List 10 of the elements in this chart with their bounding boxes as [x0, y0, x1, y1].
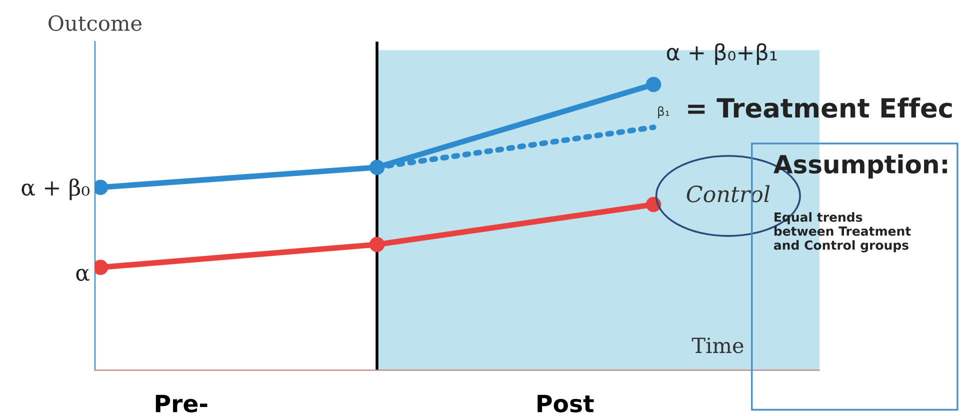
text: Pre- [156, 394, 208, 412]
text: α [76, 268, 90, 281]
x-axis-title: Time [692, 338, 744, 354]
y-axis-title: Outcome [48, 15, 142, 31]
text: α + β₀+β₁ [666, 43, 777, 65]
annotation: = Treatment Effec [688, 97, 952, 118]
text: Post [538, 394, 594, 412]
annotation: β₁ [658, 106, 670, 118]
annotation: Assumption: [774, 154, 947, 178]
text: α + β₀ [22, 178, 90, 200]
